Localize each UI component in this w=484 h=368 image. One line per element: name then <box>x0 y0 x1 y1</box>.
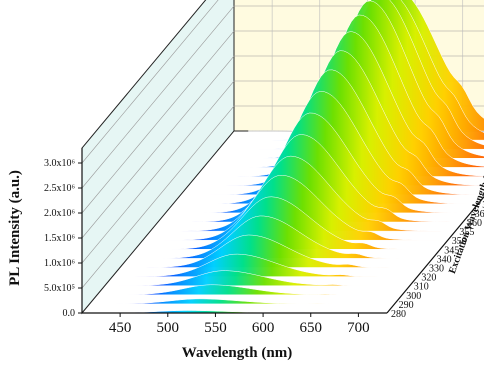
z-tick-label: 300 <box>406 291 421 302</box>
y-tick-label: 1.0x10⁶ <box>44 258 76 269</box>
z-tick-label: 360 <box>467 218 482 229</box>
y-tick-label: 0.0 <box>63 308 76 319</box>
spectrum-series <box>103 298 395 305</box>
y-gridline <box>81 0 219 164</box>
z-axis-line <box>386 195 484 314</box>
spectrum-series <box>149 196 441 250</box>
chart-axes <box>81 148 484 314</box>
y-tick-label: 3.0x10⁶ <box>44 158 76 169</box>
z-tick-label: 365 <box>475 209 484 220</box>
spectrum-series <box>118 270 410 286</box>
chart-ticks: 450 500 550 600 650 700 0.0 5.0x10⁵ 1.0x10⁶ 1.5x1… <box>44 158 484 336</box>
spectrum-series <box>126 253 418 277</box>
z-tick-label: 280 <box>391 309 406 320</box>
z-tick-label: 330 <box>429 264 444 275</box>
z-tick-label: 340 <box>437 254 452 265</box>
z-tick-label: 370 <box>482 200 484 211</box>
x-tick-label: 500 <box>157 320 180 336</box>
y-axis-title: PL Intensity (a.u.) <box>7 170 23 286</box>
y-tick-label: 2.5x10⁶ <box>44 183 76 194</box>
spectrum-series <box>141 215 433 259</box>
x-tick-label: 650 <box>300 320 323 336</box>
spectrum-series <box>156 175 448 241</box>
z-tick-label: 350 <box>452 236 467 247</box>
spectrum-series <box>134 234 426 268</box>
x-tick-label: 450 <box>109 320 132 336</box>
z-tick-label: 355 <box>459 227 474 238</box>
x-axis-title: Wavelength (nm) <box>182 345 292 361</box>
x-tick-label: 700 <box>347 320 370 336</box>
z-tick-label: 345 <box>444 245 459 256</box>
z-tick-label: 320 <box>421 273 436 284</box>
spectrum-series <box>111 284 403 296</box>
z-tick-label: 290 <box>399 300 414 311</box>
z-tick-label: 310 <box>414 282 429 293</box>
y-tick-label: 1.5x10⁶ <box>44 233 76 244</box>
spectra-series-layer <box>96 0 484 314</box>
y-gridline <box>81 5 484 189</box>
y-tick-label: 2.0x10⁶ <box>44 208 76 219</box>
y-tick-label: 5.0x10⁵ <box>44 283 75 294</box>
x-tick-label: 600 <box>252 320 275 336</box>
x-tick-label: 550 <box>204 320 227 336</box>
y-gridline <box>81 30 484 214</box>
